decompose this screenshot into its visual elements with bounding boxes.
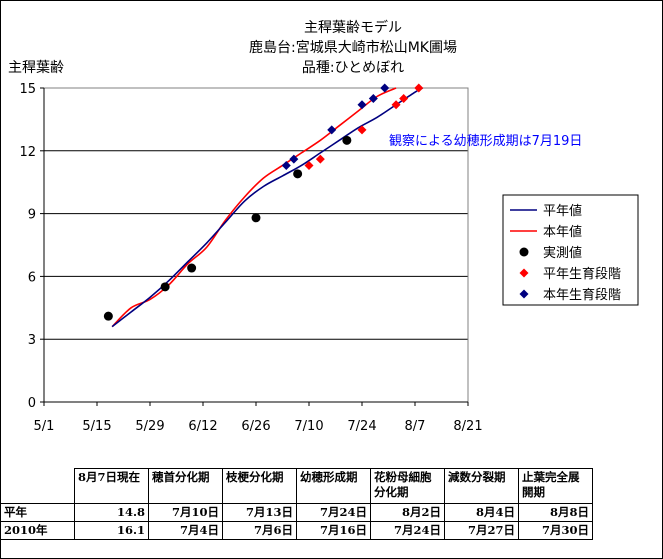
- table-header-row: 8月7日現在 穂首分化期 枝梗分化期 幼穂形成期 花粉母細胞分化期 減数分裂期 …: [0, 468, 593, 504]
- stage-marker: [368, 93, 378, 103]
- legend-label: 本年生育段階: [543, 287, 621, 303]
- y-tick-label: 12: [19, 145, 36, 160]
- table-cell: 7月6日: [222, 521, 297, 540]
- legend-swatch-diamond: [519, 289, 529, 299]
- data-series: [103, 83, 424, 328]
- observed-point: [293, 169, 303, 179]
- observed-point: [187, 263, 197, 273]
- stage-marker: [315, 154, 325, 164]
- table-cell: 14.8: [74, 503, 149, 522]
- legend-label: 平年生育段階: [543, 266, 621, 282]
- chart-title-line-2: 鹿島台:宮城県大崎市松山MK圃場: [249, 39, 457, 56]
- table-cell: 7月4日: [148, 521, 223, 540]
- x-tick-label: 6/26: [241, 419, 270, 434]
- growth-stage-table: 8月7日現在 穂首分化期 枝梗分化期 幼穂形成期 花粉母細胞分化期 減数分裂期 …: [0, 468, 593, 540]
- y-tick-label: 6: [28, 270, 36, 285]
- x-tick-label: 6/12: [188, 419, 217, 434]
- legend-swatch-dot: [519, 247, 529, 257]
- legend-label: 本年値: [543, 224, 582, 240]
- observed-point: [342, 135, 352, 145]
- y-tick-label: 0: [28, 396, 36, 411]
- table-row: 平年 14.8 7月10日 7月13日 7月24日 8月2日 8月4日 8月8日: [0, 503, 593, 522]
- header-neck-node-differentiation: 穂首分化期: [148, 468, 223, 504]
- series-line-1: [111, 87, 397, 328]
- header-pollen-mother-cell: 花粉母細胞分化期: [370, 468, 445, 504]
- header-panicle-initiation: 幼穂形成期: [296, 468, 371, 504]
- observed-point: [160, 282, 170, 292]
- y-tick-labels: 0 3 6 9 12 15: [19, 82, 44, 411]
- x-tick-label: 7/10: [294, 419, 323, 434]
- table-cell: 7月27日: [444, 521, 519, 540]
- legend-label: 平年値: [543, 203, 582, 219]
- observed-point: [251, 213, 261, 223]
- header-flag-leaf-expansion: 止葉完全展開期: [518, 468, 593, 504]
- chart-title-line-1: 主稈葉齢モデル: [304, 19, 402, 36]
- annotation-panicle-initiation: 観察による幼穂形成期は7月19日: [389, 134, 582, 149]
- stage-marker: [391, 100, 401, 110]
- stage-marker: [414, 83, 424, 93]
- header-meiosis: 減数分裂期: [444, 468, 519, 504]
- table-cell: 7月16日: [296, 521, 371, 540]
- x-tick-label: 5/1: [34, 419, 55, 434]
- x-tick-label: 8/7: [405, 419, 426, 434]
- header-branch-differentiation: 枝梗分化期: [222, 468, 297, 504]
- table-cell: 16.1: [74, 521, 149, 540]
- x-tick-label: 5/29: [135, 419, 164, 434]
- x-tick-label: 7/24: [347, 419, 376, 434]
- table-cell: 7月13日: [222, 503, 297, 522]
- y-axis-label: 主稈葉齢: [8, 60, 64, 76]
- table-cell: 8月8日: [518, 503, 593, 522]
- series-line-0: [111, 87, 423, 328]
- stage-marker: [304, 160, 314, 170]
- legend-swatch-diamond: [519, 268, 529, 278]
- table-cell: 7月30日: [518, 521, 593, 540]
- x-tick-label: 5/15: [82, 419, 111, 434]
- y-tick-label: 9: [28, 208, 36, 223]
- stage-marker: [380, 83, 390, 93]
- table-cell: 8月4日: [444, 503, 519, 522]
- stage-marker: [357, 100, 367, 110]
- x-tick-label: 8/21: [453, 419, 482, 434]
- row-label-2010: 2010年: [0, 521, 75, 540]
- table-cell: 7月10日: [148, 503, 223, 522]
- observed-point: [103, 311, 113, 321]
- chart-title-line-3: 品種:ひとめぼれ: [302, 60, 404, 76]
- row-label-normal: 平年: [0, 503, 75, 522]
- leaf-age-chart: 主稈葉齢モデル 鹿島台:宮城県大崎市松山MK圃場 品種:ひとめぼれ 主稈葉齢 0…: [8, 19, 639, 434]
- x-tick-labels: 5/1 5/15 5/29 6/12 6/26 7/10 7/24 8/7 8/21: [34, 402, 483, 434]
- table-row: 2010年 16.1 7月4日 7月6日 7月16日 7月24日 7月27日 7…: [0, 521, 593, 540]
- stage-marker: [289, 154, 299, 164]
- table-corner-cell: [0, 468, 75, 504]
- stage-marker: [281, 160, 291, 170]
- header-current-date: 8月7日現在: [74, 468, 149, 504]
- legend-label: 実測値: [543, 245, 582, 261]
- table-cell: 8月2日: [370, 503, 445, 522]
- stage-marker: [399, 93, 409, 103]
- y-tick-label: 15: [19, 82, 36, 97]
- y-tick-label: 3: [28, 333, 36, 348]
- stage-marker: [327, 125, 337, 135]
- table-cell: 7月24日: [296, 503, 371, 522]
- stage-marker: [357, 125, 367, 135]
- table-cell: 7月24日: [370, 521, 445, 540]
